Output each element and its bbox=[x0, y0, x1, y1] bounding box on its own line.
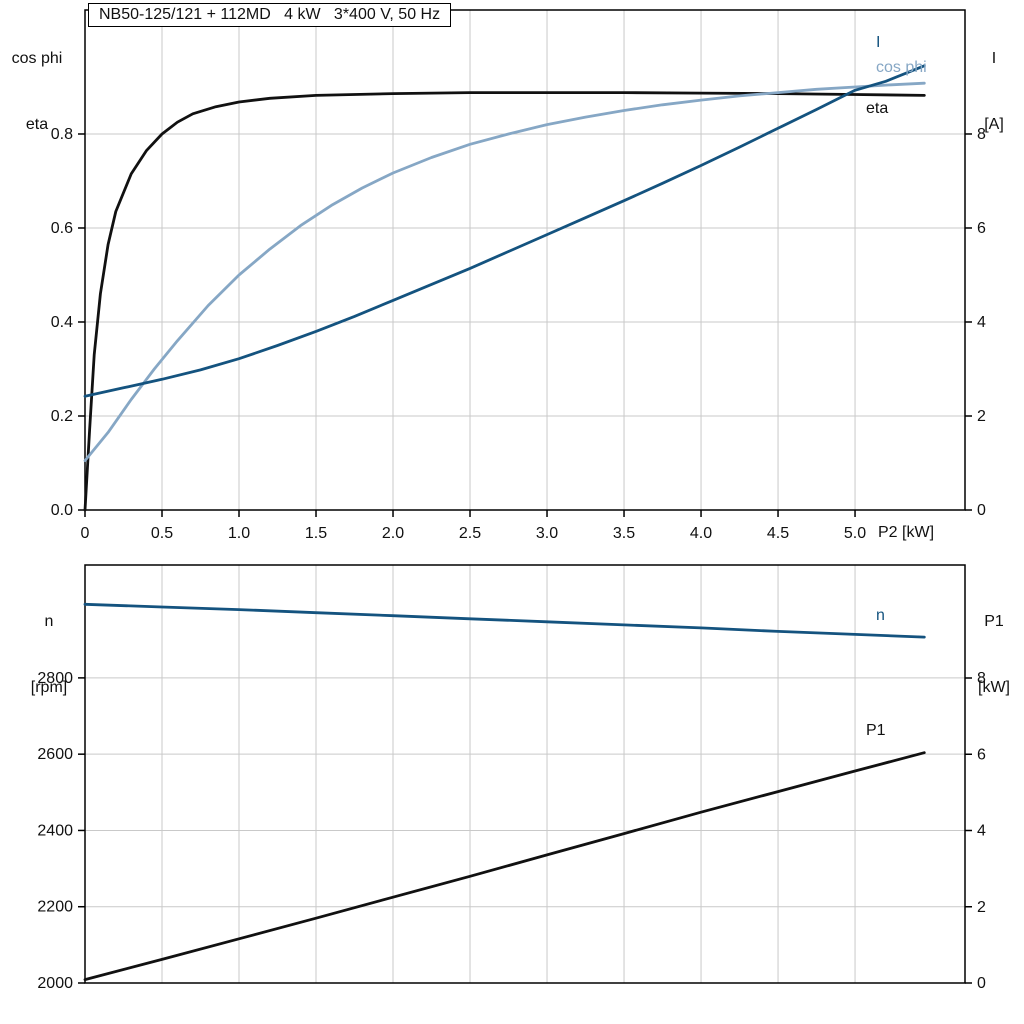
n-curve bbox=[83, 602, 926, 639]
y-left-tick-label: 0.4 bbox=[51, 314, 73, 331]
P1-curve bbox=[83, 751, 926, 981]
x-tick-label: 0.5 bbox=[151, 525, 173, 542]
y-right-tick-label: 6 bbox=[977, 746, 986, 763]
y-right-tick-label: 0 bbox=[977, 975, 986, 992]
y-left-tick-label: 2600 bbox=[37, 746, 73, 763]
x-tick-label: 2.5 bbox=[459, 525, 481, 542]
y-left-tick-label: 2400 bbox=[37, 822, 73, 839]
speed-axis-label: n bbox=[44, 613, 54, 630]
x-tick-label: 3.5 bbox=[613, 525, 635, 542]
plot-frame bbox=[84, 564, 966, 984]
y-right-tick-label: 8 bbox=[977, 126, 986, 143]
y-right-tick-label: 6 bbox=[977, 220, 986, 237]
x-tick-label: 1.0 bbox=[228, 525, 250, 542]
y-left-tick-label: 0.2 bbox=[51, 408, 73, 425]
cos-phi-axis-label: cos phi bbox=[11, 50, 63, 67]
cos-phi-curve bbox=[83, 81, 926, 462]
bottom-right-axis-label: P1 [kW] bbox=[966, 567, 1022, 743]
speed-curve-label: n bbox=[876, 607, 885, 624]
speed-axis-unit: [rpm] bbox=[30, 679, 68, 696]
bottom-left-axis-label: n [rpm] bbox=[14, 567, 84, 743]
y-left-tick-label: 2200 bbox=[37, 899, 73, 916]
y-right-tick-label: 4 bbox=[977, 823, 986, 840]
I-curve bbox=[83, 64, 926, 398]
eta-curve-label: eta bbox=[866, 100, 889, 117]
x-tick-label: 1.5 bbox=[305, 525, 327, 542]
eta-curve bbox=[83, 91, 926, 512]
y-right-tick-label: 4 bbox=[977, 314, 986, 331]
p1-axis-unit: [kW] bbox=[978, 679, 1010, 696]
p1-curve-label: P1 bbox=[866, 722, 886, 739]
current-axis-label: I bbox=[991, 50, 997, 67]
y-left-tick-label: 0.0 bbox=[51, 502, 73, 519]
y-right-tick-label: 0 bbox=[977, 502, 986, 519]
x-tick-label: 2.0 bbox=[382, 525, 404, 542]
current-axis-unit: [A] bbox=[984, 116, 1004, 133]
x-tick-label: 4.5 bbox=[767, 525, 789, 542]
x-tick-label: 4.0 bbox=[690, 525, 712, 542]
x-tick-label: 0 bbox=[81, 525, 90, 542]
x-axis-label: P2 [kW] bbox=[878, 524, 935, 541]
p1-axis-label: P1 bbox=[984, 613, 1004, 630]
x-tick-label: 3.0 bbox=[536, 525, 558, 542]
top-left-axis-label: cos phi eta bbox=[4, 4, 70, 180]
y-right-tick-label: 2 bbox=[977, 408, 986, 425]
y-left-tick-label: 0.6 bbox=[51, 220, 73, 237]
eta-axis-label: eta bbox=[25, 116, 49, 133]
chart-title: NB50-125/121 + 112MD 4 kW 3*400 V, 50 Hz bbox=[88, 3, 452, 27]
x-tick-label: 5.0 bbox=[844, 525, 866, 542]
top-right-axis-label: I [A] bbox=[966, 4, 1022, 180]
y-right-tick-label: 8 bbox=[977, 670, 986, 687]
plot-frame bbox=[84, 9, 966, 511]
cos-phi-curve-label: cos phi bbox=[876, 59, 927, 76]
current-curve-label: I bbox=[876, 34, 881, 51]
y-left-tick-label: 2000 bbox=[37, 975, 73, 992]
y-left-tick-label: 2800 bbox=[37, 670, 73, 687]
y-left-tick-label: 0.8 bbox=[51, 126, 73, 143]
y-right-tick-label: 2 bbox=[977, 899, 986, 916]
